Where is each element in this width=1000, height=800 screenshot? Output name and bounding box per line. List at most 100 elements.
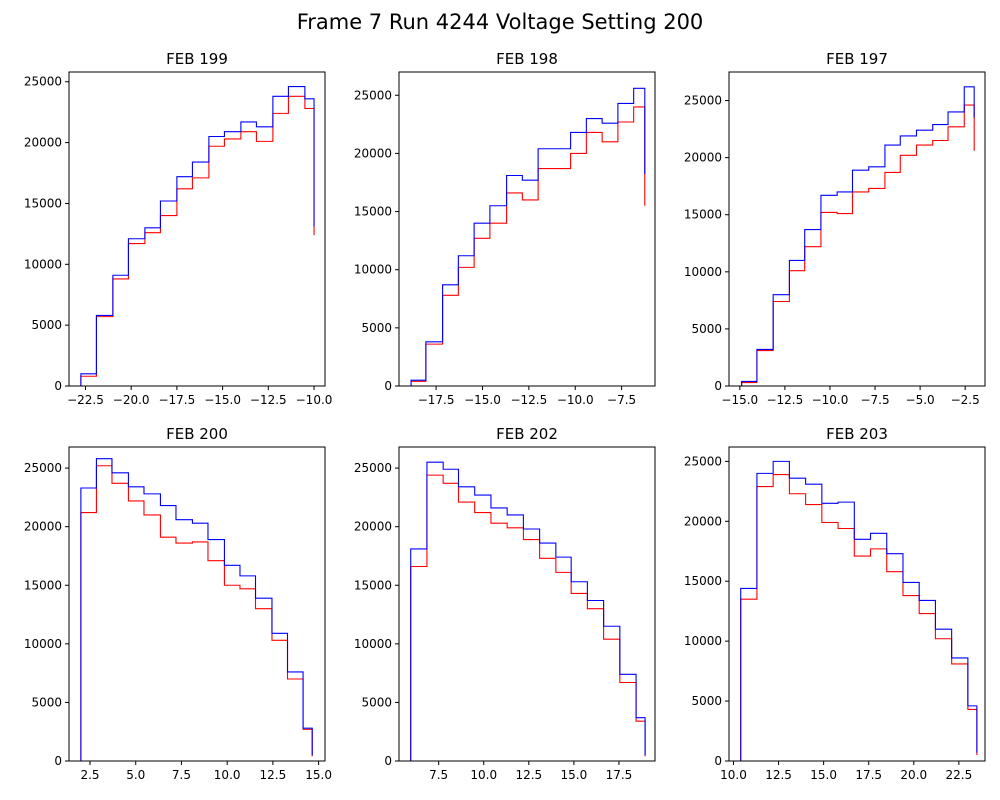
y-tick-label: 20000 <box>354 146 392 160</box>
x-tick-label: 10.0 <box>214 768 241 782</box>
y-tick-label: 5000 <box>691 322 722 336</box>
histogram-series-2 <box>740 460 978 761</box>
y-tick-label: 25000 <box>684 94 722 108</box>
y-tick-label: 20000 <box>24 136 62 150</box>
x-tick-label: −10.0 <box>812 393 849 407</box>
y-tick-label: 0 <box>714 379 722 393</box>
panel-title: FEB 200 <box>166 425 228 443</box>
y-tick-label: 10000 <box>684 265 722 279</box>
x-tick-label: 7.5 <box>429 768 448 782</box>
x-tick-label: −15.0 <box>721 393 758 407</box>
histogram-series-2 <box>741 86 975 386</box>
y-tick-label: 15000 <box>354 578 392 592</box>
x-tick-label: 17.5 <box>606 768 633 782</box>
y-tick-label: 15000 <box>24 196 62 210</box>
y-tick-label: 20000 <box>354 520 392 534</box>
x-tick-label: −15.0 <box>204 393 241 407</box>
panel-title: FEB 197 <box>826 50 888 68</box>
x-tick-label: −15.0 <box>464 393 501 407</box>
x-tick-label: −12.5 <box>510 393 547 407</box>
x-tick-label: −22.5 <box>67 393 104 407</box>
axes-frame <box>398 446 656 762</box>
x-tick-label: 15.0 <box>305 768 332 782</box>
x-tick-label: −7.5 <box>860 393 889 407</box>
x-tick-label: 5.0 <box>126 768 145 782</box>
panel-title: FEB 198 <box>496 50 558 68</box>
y-tick-label: 0 <box>384 379 392 393</box>
axes-frame <box>398 71 656 387</box>
histogram-series-1 <box>80 95 315 386</box>
x-tick-label: 12.5 <box>765 768 792 782</box>
histogram-series-2 <box>410 87 646 386</box>
x-tick-label: 10.0 <box>720 768 747 782</box>
chart-panel-4: 2.5 5.0 7.5 10.0 12.5 15.0 0 5000 10000 15000 2000… <box>24 425 332 782</box>
x-tick-label: 15.0 <box>810 768 837 782</box>
x-tick-label: −2.5 <box>951 393 980 407</box>
chart-panel-3: −15.0 −12.5 −10.0 −7.5 −5.0 −2.5 0 5000 10000 150… <box>684 50 986 407</box>
x-tick-label: 20.0 <box>900 768 927 782</box>
y-tick-label: 10000 <box>354 637 392 651</box>
x-tick-label: −20.0 <box>113 393 150 407</box>
x-tick-label: 15.0 <box>561 768 588 782</box>
x-tick-label: −7.5 <box>607 393 636 407</box>
histogram-series-1 <box>410 106 646 386</box>
x-tick-label: −12.5 <box>250 393 287 407</box>
x-tick-label: −10.0 <box>296 393 333 407</box>
x-tick-label: −10.0 <box>557 393 594 407</box>
y-tick-label: 5000 <box>31 695 62 709</box>
x-tick-label: 17.5 <box>855 768 882 782</box>
y-tick-label: 10000 <box>24 257 62 271</box>
y-tick-label: 20000 <box>684 514 722 528</box>
x-tick-label: 12.5 <box>260 768 287 782</box>
histogram-series-2 <box>80 458 313 761</box>
panel-title: FEB 202 <box>496 425 558 443</box>
chart-panel-2: −17.5 −15.0 −12.5 −10.0 −7.5 0 5000 10000 15000 2… <box>354 50 656 407</box>
y-tick-label: 0 <box>384 754 392 768</box>
y-tick-label: 10000 <box>24 637 62 651</box>
x-tick-label: 7.5 <box>172 768 191 782</box>
figure-title: Frame 7 Run 4244 Voltage Setting 200 <box>296 10 704 34</box>
y-tick-label: 25000 <box>354 88 392 102</box>
y-tick-label: 15000 <box>24 578 62 592</box>
y-tick-label: 25000 <box>24 75 62 89</box>
x-tick-label: 22.5 <box>945 768 972 782</box>
y-tick-label: 20000 <box>684 151 722 165</box>
axes-frame <box>728 71 986 387</box>
x-tick-label: −5.0 <box>906 393 935 407</box>
histogram-series-1 <box>740 474 978 761</box>
chart-panel-6: 10.0 12.5 15.0 17.5 20.0 22.5 0 5000 10000 15000 2… <box>684 425 986 782</box>
histogram-series-1 <box>741 104 975 386</box>
histogram-series-2 <box>410 461 646 761</box>
histogram-series-1 <box>410 474 646 761</box>
chart-panel-5: 7.5 10.0 12.5 15.0 17.5 0 5000 10000 15000 20000 2… <box>354 425 656 782</box>
histogram-series-1 <box>80 465 313 761</box>
x-tick-label: −17.5 <box>158 393 195 407</box>
axes-frame <box>68 71 326 387</box>
y-tick-label: 15000 <box>684 574 722 588</box>
y-tick-label: 15000 <box>354 205 392 219</box>
y-tick-label: 5000 <box>361 695 392 709</box>
y-tick-label: 25000 <box>24 461 62 475</box>
axes-frame <box>68 446 326 762</box>
y-tick-label: 25000 <box>354 461 392 475</box>
panel-title: FEB 203 <box>826 425 888 443</box>
axes-frame <box>728 446 986 762</box>
y-tick-label: 5000 <box>361 321 392 335</box>
x-tick-label: −12.5 <box>766 393 803 407</box>
y-tick-label: 0 <box>714 754 722 768</box>
y-tick-label: 25000 <box>684 454 722 468</box>
y-tick-label: 10000 <box>684 634 722 648</box>
x-tick-label: 10.0 <box>470 768 497 782</box>
histogram-series-2 <box>80 86 315 386</box>
x-tick-label: −17.5 <box>418 393 455 407</box>
y-tick-label: 5000 <box>31 318 62 332</box>
x-tick-label: 2.5 <box>80 768 99 782</box>
chart-panel-1: −22.5 −20.0 −17.5 −15.0 −12.5 −10.0 0 5000 10000… <box>24 50 333 407</box>
y-tick-label: 0 <box>54 754 62 768</box>
y-tick-label: 20000 <box>24 520 62 534</box>
x-tick-label: 12.5 <box>515 768 542 782</box>
y-tick-label: 10000 <box>354 263 392 277</box>
y-tick-label: 15000 <box>684 208 722 222</box>
panel-title: FEB 199 <box>166 50 228 68</box>
